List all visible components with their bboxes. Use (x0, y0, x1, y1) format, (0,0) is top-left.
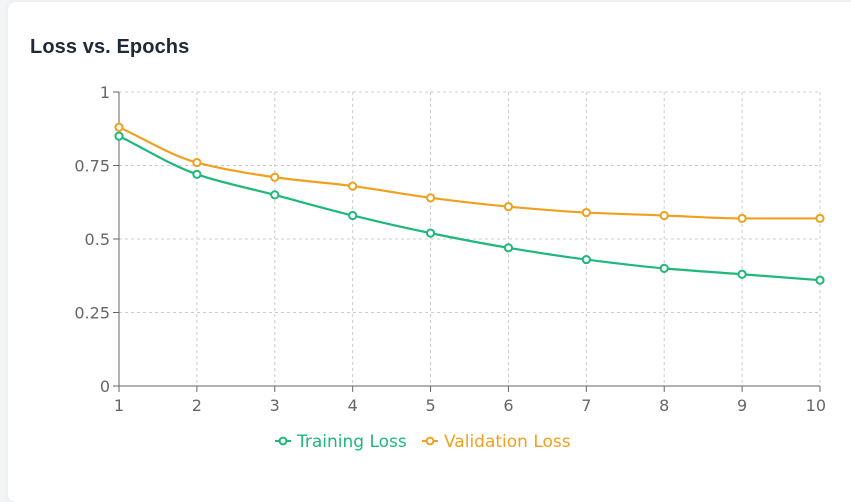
data-point[interactable] (737, 213, 747, 224)
x-tick-label: 7 (581, 396, 591, 415)
series-line (118, 126, 820, 220)
legend-label: Validation Loss (444, 432, 571, 452)
y-tick-label: 0.5 (85, 230, 110, 249)
data-point[interactable] (348, 210, 358, 221)
legend-marker-icon (278, 436, 288, 446)
x-tick-label: 10 (806, 396, 826, 415)
data-point[interactable] (192, 169, 202, 179)
data-point[interactable] (581, 207, 591, 218)
x-tick-label: 9 (737, 396, 747, 415)
data-point[interactable] (503, 202, 514, 212)
data-point[interactable] (815, 275, 825, 285)
data-point[interactable] (659, 210, 669, 221)
x-axis-ticks: 1 2 3 4 5 6 7 8 9 10 (114, 386, 826, 415)
data-point[interactable] (348, 181, 358, 191)
x-tick-label: 5 (425, 396, 435, 415)
data-point[interactable] (270, 172, 280, 182)
x-tick-label: 8 (659, 396, 669, 415)
y-tick-label: 0.75 (74, 157, 110, 176)
chart-title: Loss vs. Epochs (30, 36, 190, 58)
x-tick-label: 3 (270, 396, 280, 415)
x-tick-label: 2 (192, 396, 202, 415)
data-point[interactable] (425, 193, 436, 203)
x-tick-label: 6 (503, 396, 513, 415)
data-point[interactable] (270, 190, 280, 200)
series-lines (114, 122, 825, 285)
x-tick-label: 4 (348, 396, 358, 415)
series-training-loss (114, 131, 825, 285)
data-point[interactable] (192, 157, 202, 168)
legend[interactable]: Training Loss Validation Loss (275, 432, 571, 452)
data-point[interactable] (815, 213, 825, 224)
legend-label: Training Loss (296, 432, 407, 452)
series-validation-loss (114, 122, 825, 224)
legend-item[interactable]: Validation Loss (422, 432, 571, 452)
legend-marker-icon (425, 436, 435, 446)
data-point[interactable] (581, 254, 591, 265)
x-tick-label: 1 (114, 396, 124, 415)
data-point[interactable] (737, 269, 747, 279)
data-point[interactable] (425, 228, 436, 238)
data-point[interactable] (659, 263, 669, 273)
legend-item[interactable]: Training Loss (275, 432, 407, 452)
y-axis-ticks: 0 0.25 0.5 0.75 1 (74, 83, 119, 396)
y-tick-label: 1 (100, 83, 110, 102)
y-tick-label: 0 (100, 377, 110, 396)
grid-lines (119, 91, 821, 386)
loss-line-chart: 1 2 3 4 5 6 7 8 9 10 0 0.25 0.5 0.75 1 Training Loss V… (74, 83, 826, 452)
series-line (118, 135, 821, 282)
y-tick-label: 0.25 (74, 304, 110, 323)
data-point[interactable] (114, 122, 124, 132)
data-point[interactable] (503, 243, 514, 253)
data-point[interactable] (114, 131, 124, 141)
chart-card (8, 2, 851, 502)
